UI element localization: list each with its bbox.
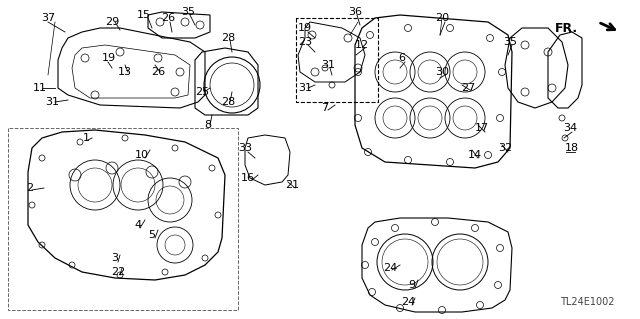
Text: 31: 31 — [298, 83, 312, 93]
Text: 8: 8 — [204, 120, 212, 130]
Text: 2: 2 — [26, 183, 33, 193]
Text: 12: 12 — [355, 40, 369, 50]
Text: 16: 16 — [241, 173, 255, 183]
Text: 14: 14 — [468, 150, 482, 160]
Text: 31: 31 — [45, 97, 59, 107]
Text: 18: 18 — [565, 143, 579, 153]
Text: 30: 30 — [435, 67, 449, 77]
Text: 3: 3 — [111, 253, 118, 263]
Text: FR.: FR. — [555, 21, 578, 34]
Text: 1: 1 — [83, 133, 90, 143]
Text: 17: 17 — [475, 123, 489, 133]
Text: 29: 29 — [105, 17, 119, 27]
Text: 11: 11 — [33, 83, 47, 93]
Text: 33: 33 — [238, 143, 252, 153]
Text: 15: 15 — [137, 10, 151, 20]
Text: 13: 13 — [118, 67, 132, 77]
Text: 23: 23 — [298, 37, 312, 47]
Text: 22: 22 — [111, 267, 125, 277]
Text: 31: 31 — [321, 60, 335, 70]
Text: TL24E1002: TL24E1002 — [560, 297, 614, 307]
Text: 19: 19 — [298, 23, 312, 33]
Text: 27: 27 — [461, 83, 475, 93]
Text: 26: 26 — [151, 67, 165, 77]
Text: 10: 10 — [135, 150, 149, 160]
Text: 7: 7 — [321, 103, 328, 113]
Text: 19: 19 — [102, 53, 116, 63]
Text: 24: 24 — [383, 263, 397, 273]
Text: 24: 24 — [401, 297, 415, 307]
Text: 34: 34 — [563, 123, 577, 133]
Text: 28: 28 — [221, 97, 235, 107]
Text: 26: 26 — [161, 13, 175, 23]
Text: 20: 20 — [435, 13, 449, 23]
Text: 21: 21 — [285, 180, 299, 190]
Text: 36: 36 — [348, 7, 362, 17]
Text: 28: 28 — [221, 33, 235, 43]
Text: 35: 35 — [503, 37, 517, 47]
Text: 6: 6 — [399, 53, 406, 63]
Text: 25: 25 — [195, 87, 209, 97]
Text: 4: 4 — [134, 220, 141, 230]
Text: 32: 32 — [498, 143, 512, 153]
Text: 37: 37 — [41, 13, 55, 23]
Text: 5: 5 — [148, 230, 156, 240]
Text: 9: 9 — [408, 280, 415, 290]
Text: 35: 35 — [181, 7, 195, 17]
